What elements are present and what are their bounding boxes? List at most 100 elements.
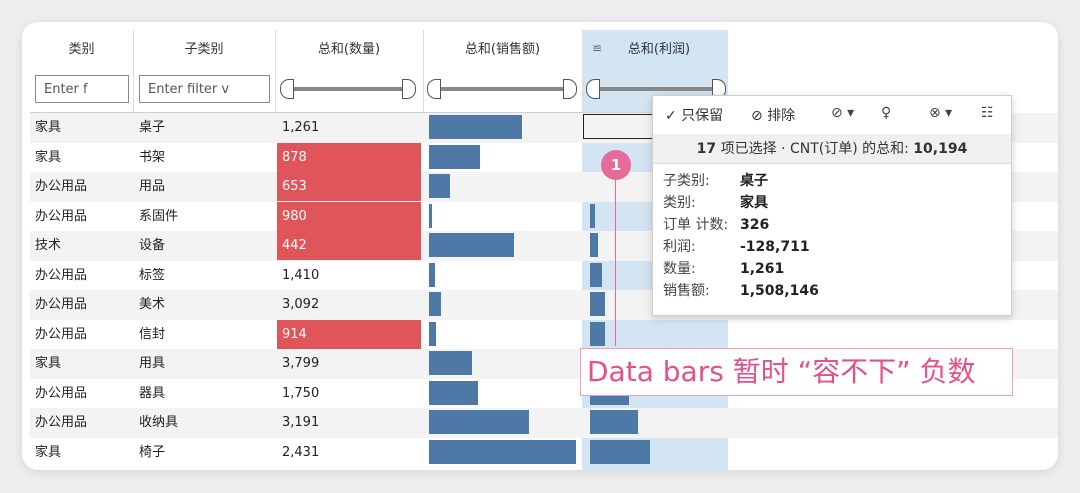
sales-data-bar[interactable]: [429, 115, 522, 139]
profit-data-bar[interactable]: [590, 262, 603, 287]
sales-data-bar[interactable]: [429, 410, 529, 434]
quantity-cell: 2,431: [282, 444, 320, 460]
quantity-cell: 980: [277, 201, 421, 231]
sales-data-bar[interactable]: [429, 203, 432, 228]
header-profit[interactable]: 总和(利润): [627, 42, 691, 57]
profit-data-bar[interactable]: [590, 410, 638, 434]
header-category[interactable]: 类别: [68, 42, 95, 57]
keep-only-button[interactable]: ✓ 只保留: [665, 108, 724, 124]
keep-only-label: 只保留: [681, 108, 724, 124]
exclude-label: 排除: [767, 108, 796, 124]
tooltip-field: 数量: 1,261: [663, 258, 1003, 280]
slider-max-handle[interactable]: [402, 79, 416, 99]
slider-track: [437, 87, 567, 91]
set-icon[interactable]: ⊗ ▾: [929, 105, 953, 121]
group-members-icon[interactable]: ⊘ ▾: [831, 105, 855, 121]
field-key: 订单 计数:: [663, 217, 729, 233]
slider-min-handle[interactable]: [427, 79, 441, 99]
header-divider: [582, 30, 583, 112]
quantity-cell: 3,191: [282, 415, 320, 430]
profit-data-bar[interactable]: [590, 203, 596, 228]
category-cell: 家具: [35, 149, 62, 165]
slider-min-handle[interactable]: [586, 79, 600, 99]
quantity-cell: 878: [277, 142, 421, 172]
annotation-callout: Data bars 暂时 “容不下” 负数: [580, 348, 1013, 396]
tooltip-field: 利润: -128,711: [663, 236, 1003, 258]
annotation-line: [615, 180, 616, 346]
slider-min-handle[interactable]: [280, 79, 294, 99]
profit-data-bar[interactable]: [590, 292, 605, 316]
table-row[interactable]: 办公用品 系固件 980: [30, 201, 1058, 232]
table-row[interactable]: 办公用品 信封 914: [30, 319, 1058, 350]
tooltip-field: 销售额: 1,508,146: [663, 280, 1003, 302]
header-subcategory[interactable]: 子类别: [184, 42, 224, 57]
tooltip-field: 子类别: 桌子: [663, 170, 1003, 192]
view-data-icon[interactable]: ☷: [981, 105, 994, 121]
summary-text: 项已选择 · CNT(订单) 的总和:: [720, 141, 909, 157]
field-value: 家具: [740, 195, 768, 211]
field-value: 1,261: [740, 261, 785, 277]
quantity-cell: 653: [277, 172, 421, 201]
header-divider: [423, 30, 424, 112]
tooltip-summary: 17 项已选择 · CNT(订单) 的总和: 10,194: [653, 134, 1011, 164]
quantity-cell: 1,261: [282, 120, 320, 135]
tooltip-field: 类别: 家具: [663, 192, 1003, 214]
sales-data-bar[interactable]: [429, 233, 515, 257]
slider-track: [290, 87, 406, 91]
quantity-cell: 1,410: [282, 267, 320, 283]
quantity-cell: 1,750: [282, 385, 320, 401]
sales-data-bar[interactable]: [429, 174, 450, 198]
table-row[interactable]: 办公用品 标签 1,410: [30, 261, 1058, 291]
sales-data-bar[interactable]: [429, 262, 435, 287]
sales-data-bar[interactable]: [429, 351, 472, 375]
sales-range-slider[interactable]: [427, 79, 577, 99]
subcategory-cell: 用品: [139, 179, 166, 194]
exclude-button[interactable]: ⊘ 排除: [751, 108, 796, 124]
sales-data-bar[interactable]: [429, 380, 478, 405]
subcategory-cell: 椅子: [139, 444, 166, 460]
field-key: 类别:: [663, 195, 696, 211]
field-value: 桌子: [740, 173, 768, 189]
subcategory-filter-input[interactable]: Enter filter v: [139, 75, 270, 103]
worksheet: 类别 子类别 总和(数量) 总和(销售额) ≌ 总和(利润) Enter f E…: [30, 30, 1058, 470]
header-quantity[interactable]: 总和(数量): [317, 42, 381, 57]
pin-icon[interactable]: ♀: [881, 105, 892, 121]
category-cell: 家具: [35, 120, 62, 135]
category-cell: 办公用品: [35, 297, 88, 312]
viz-card: 类别 子类别 总和(数量) 总和(销售额) ≌ 总和(利润) Enter f E…: [22, 22, 1058, 470]
profit-data-bar[interactable]: [590, 439, 650, 464]
category-cell: 办公用品: [35, 267, 88, 283]
sales-data-bar[interactable]: [429, 292, 441, 316]
subcategory-cell: 用具: [139, 356, 166, 371]
tooltip: ✓ 只保留 ⊘ 排除 ⊘ ▾ ♀ ⊗ ▾ ☷ 17 项已选择 · CNT(订单)…: [652, 95, 1012, 316]
quantity-cell: 442: [277, 231, 421, 260]
sales-data-bar[interactable]: [429, 321, 437, 346]
profit-data-bar[interactable]: [590, 233, 599, 257]
sort-icon[interactable]: ≌: [592, 41, 603, 55]
field-key: 利润:: [663, 239, 696, 255]
category-cell: 办公用品: [35, 208, 88, 224]
field-key: 子类别:: [663, 173, 710, 189]
subcategory-cell: 美术: [139, 297, 166, 312]
subcategory-cell: 标签: [139, 267, 166, 283]
quantity-range-slider[interactable]: [280, 79, 416, 99]
category-cell: 技术: [35, 238, 62, 253]
field-value: -128,711: [740, 239, 810, 255]
slider-track: [596, 87, 716, 91]
field-value: 1,508,146: [740, 283, 819, 299]
header-sales[interactable]: 总和(销售额): [464, 42, 541, 57]
sales-data-bar[interactable]: [429, 439, 576, 464]
category-filter-input[interactable]: Enter f: [35, 75, 129, 103]
category-cell: 办公用品: [35, 415, 88, 430]
table-row[interactable]: 家具 书架 878: [30, 142, 1058, 173]
subcategory-cell: 设备: [139, 238, 166, 253]
quantity-cell: 3,799: [282, 356, 320, 371]
profit-data-bar[interactable]: [590, 321, 605, 346]
annotation-marker: 1: [601, 150, 631, 180]
sales-data-bar[interactable]: [429, 144, 481, 169]
table-row[interactable]: 办公用品 收纳具 3,191: [30, 408, 1058, 438]
table-row[interactable]: 家具 椅子 2,431: [30, 438, 1058, 468]
slider-max-handle[interactable]: [563, 79, 577, 99]
subcategory-cell: 信封: [139, 326, 166, 342]
subcategory-cell: 器具: [139, 385, 166, 401]
